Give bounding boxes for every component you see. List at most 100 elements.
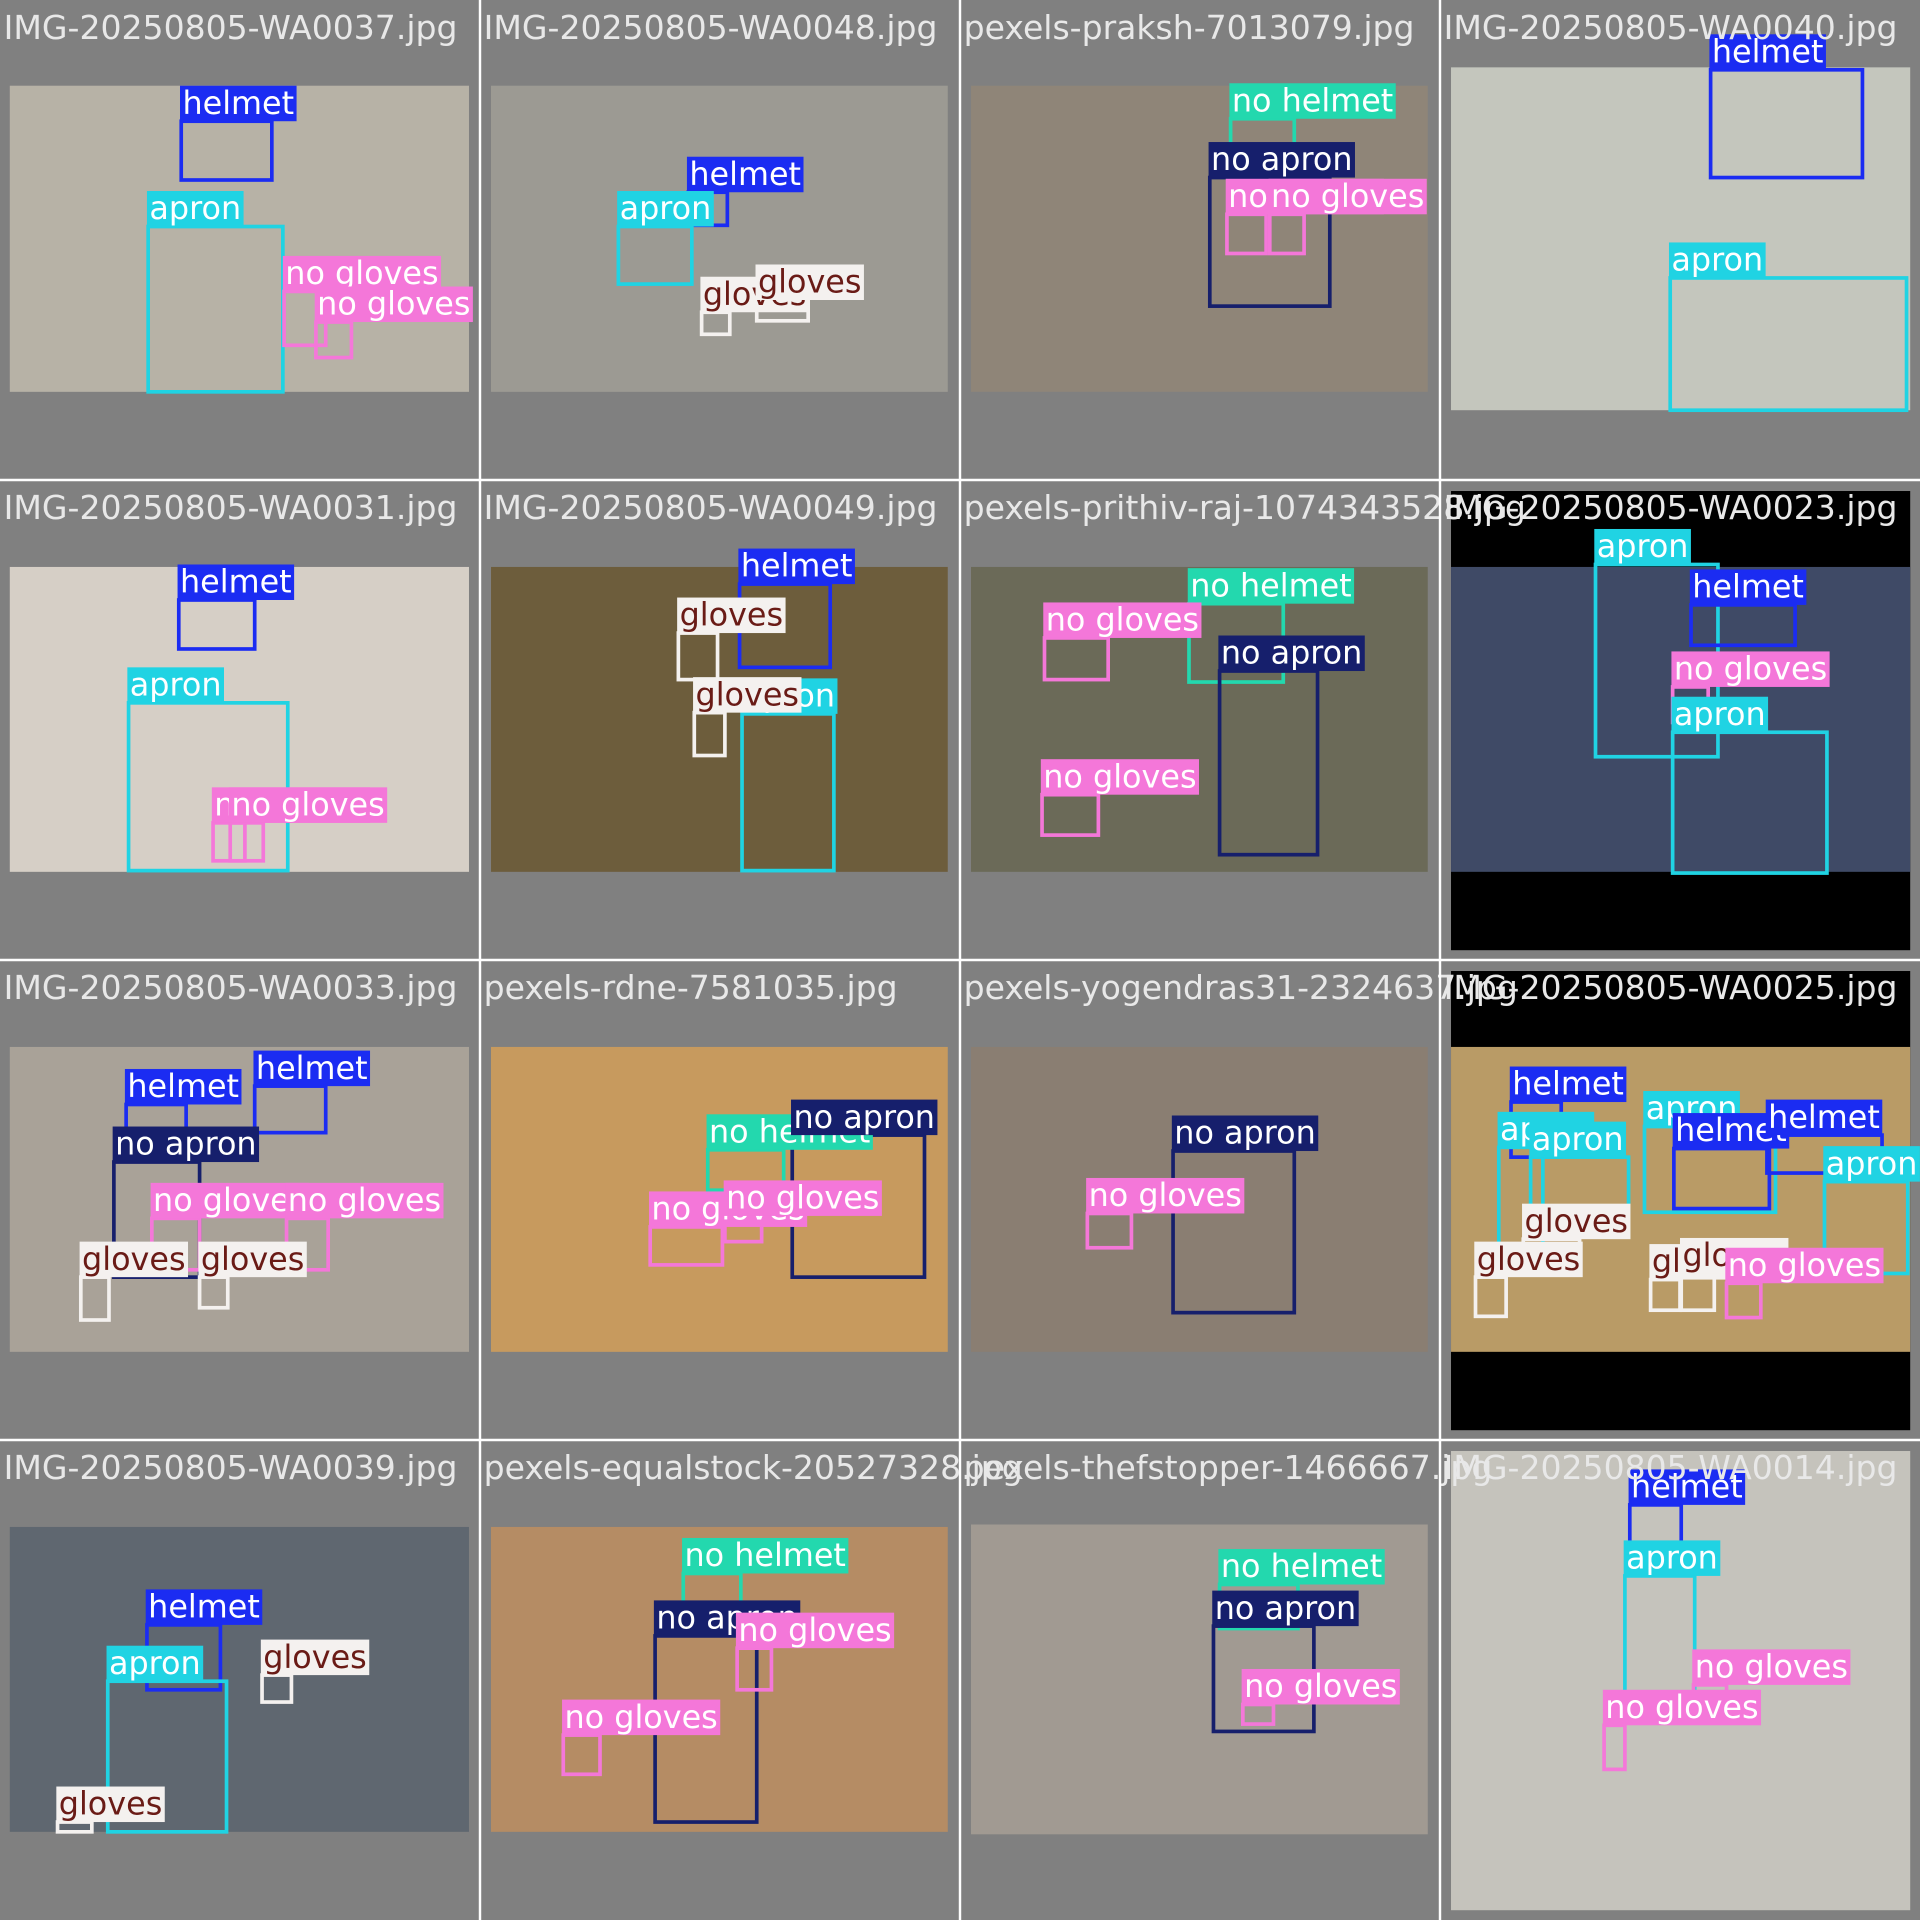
file-name: pexels-yogendras31-2324637.jpg (964, 968, 1518, 1007)
label-tag (314, 286, 473, 323)
label-tag (1474, 1241, 1583, 1278)
box-label: no gloves (1728, 1246, 1881, 1284)
box-label: no gloves (738, 1611, 891, 1649)
photo (491, 85, 948, 392)
box-label: no gloves (726, 1179, 879, 1217)
box-label: apron (1532, 1120, 1624, 1158)
label-tag (282, 255, 442, 292)
box-label: apron (130, 666, 222, 704)
box-label: helmet (1692, 568, 1804, 606)
box-label: apron (149, 189, 241, 227)
label-tag (1709, 34, 1826, 70)
tile: helmetglovesaprongloves (480, 480, 960, 960)
box-label: no gloves (231, 786, 384, 824)
label-tag (693, 677, 802, 713)
tile: helmetapronapronapronhelmethelmetaprongl… (1440, 960, 1920, 1440)
label-tag (146, 191, 244, 227)
box-label: no apron (1215, 1589, 1357, 1627)
label-tag (1689, 569, 1807, 605)
label-tag (1212, 1590, 1359, 1627)
label-tag (150, 1182, 309, 1219)
box-label: no gloves (1271, 177, 1424, 215)
photo (9, 85, 469, 392)
box-label: gloves (201, 1240, 305, 1278)
box-label: helmet (689, 155, 801, 193)
box-label: no apron (115, 1125, 257, 1163)
file-name: IMG-20250805-WA0040.jpg (1444, 8, 1898, 47)
label-tag (1671, 696, 1769, 733)
file-name: IMG-20250805-WA0023.jpg (1444, 488, 1898, 527)
label-tag (1668, 242, 1766, 278)
label-tag (177, 564, 295, 600)
label-tag (1765, 1099, 1883, 1136)
label-tag (1040, 759, 1200, 795)
file-name: IMG-20250805-WA0039.jpg (4, 1448, 458, 1487)
label-tag (1241, 1668, 1400, 1705)
box-label: no gloves (564, 1698, 717, 1736)
file-name: pexels-thefstopper-1466667.jpg (964, 1448, 1493, 1487)
box-label: apron (620, 189, 712, 227)
photo (9, 566, 469, 872)
box-label: gloves (82, 1240, 186, 1278)
label-tag (1671, 651, 1830, 687)
label-tag (755, 264, 864, 300)
tile: no helmet no apron no gloves (960, 1440, 1440, 1920)
file-name: IMG-20250805-WA0049.jpg (484, 488, 938, 527)
file-name: pexels-equalstock-20527328.jpg (484, 1448, 1023, 1487)
box-label: no gloves (1244, 1667, 1397, 1705)
file-name: IMG-20250805-WA0031.jpg (4, 488, 458, 527)
label-tag (677, 597, 786, 634)
box-label: gloves (1477, 1240, 1581, 1278)
box-label: no helmet (1190, 566, 1351, 604)
label-tag (1043, 602, 1202, 638)
box-label: no gloves (1674, 650, 1827, 688)
box-label: no apron (1174, 1114, 1316, 1152)
box-label: no gloves (288, 1181, 441, 1219)
photo (971, 85, 1428, 392)
box-label: no gloves (1043, 757, 1196, 795)
box-label: no gloves (1046, 601, 1199, 639)
label-tag (1692, 1649, 1851, 1685)
photo (491, 1526, 948, 1832)
label-tag (1218, 635, 1365, 672)
file-name: IMG-20250805-WA0014.jpg (1444, 1448, 1898, 1487)
box-label: gloves (59, 1785, 163, 1823)
label-tag (1602, 1689, 1762, 1726)
label-tag (735, 1612, 895, 1649)
box-label: gloves (758, 263, 862, 301)
label-tag (723, 1180, 882, 1216)
box-label: no helmet (1221, 1547, 1382, 1585)
tile: helmet apron gloves gloves (0, 1440, 480, 1920)
label-tag (1268, 178, 1427, 215)
box-label: helmet (180, 563, 292, 601)
box-label: helmet (1512, 1065, 1624, 1103)
label-tag (1509, 1066, 1627, 1103)
box-label: helmet (1631, 1468, 1743, 1506)
bounding-box (1668, 276, 1909, 413)
label-tag (260, 1639, 370, 1676)
label-tag (1229, 83, 1396, 119)
label-tag (617, 191, 714, 227)
file-name: IMG-20250805-WA0037.jpg (4, 8, 458, 47)
label-tag (285, 1182, 444, 1219)
label-tag (1594, 528, 1691, 565)
box-label: gloves (680, 596, 784, 634)
box-label: no apron (793, 1098, 935, 1136)
label-tag (791, 1099, 938, 1136)
box-label: apron (1674, 695, 1766, 733)
box-label: apron (109, 1644, 201, 1682)
box-label: helmet (741, 547, 853, 585)
file-name: IMG-20250805-WA0048.jpg (484, 8, 938, 47)
box-label: gloves (1524, 1202, 1628, 1240)
box-label: apron (1826, 1144, 1918, 1182)
label-tag (106, 1645, 204, 1682)
tile: helmet apron (1440, 0, 1920, 480)
box-label: no gloves (1089, 1176, 1242, 1214)
